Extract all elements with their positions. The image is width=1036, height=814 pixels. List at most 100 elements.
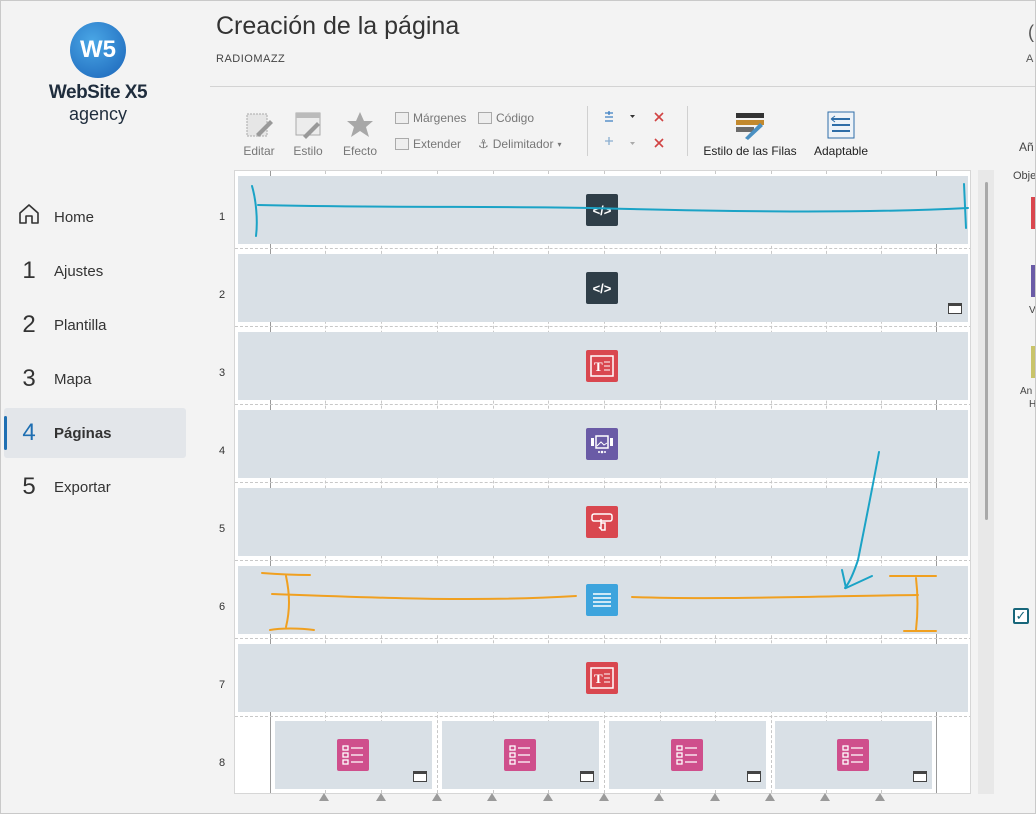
row-separator — [235, 482, 970, 483]
grid-cell-8-2[interactable] — [442, 721, 599, 789]
move-row-button[interactable] — [603, 135, 637, 155]
column-handle[interactable] — [820, 793, 830, 801]
row-tools-group — [603, 109, 673, 155]
delete-cell-button[interactable] — [650, 135, 670, 155]
code-label: Código — [496, 111, 535, 125]
grid-row-2[interactable]: </> — [238, 254, 968, 322]
button-object[interactable] — [586, 506, 618, 538]
grid-row-6[interactable] — [238, 566, 968, 634]
column-handle[interactable] — [710, 793, 720, 801]
anchor-label: Delimitador — [492, 137, 554, 151]
row-style-button[interactable]: Estilo de las Filas — [702, 110, 798, 158]
object-label: V — [1029, 305, 1036, 316]
sidebar: W5 WebSite X5 agency Home 1 Ajustes 2 Pl… — [0, 0, 200, 814]
window-icon[interactable] — [948, 303, 962, 314]
extend-icon — [395, 138, 409, 150]
checkbox[interactable]: ✓ — [1013, 608, 1029, 624]
nav-item-plantilla[interactable]: 2 Plantilla — [4, 300, 186, 350]
column-handle[interactable] — [875, 793, 885, 801]
page-layout-grid[interactable]: </> </> T T — [234, 170, 971, 794]
scrollbar-thumb[interactable] — [985, 182, 988, 520]
responsive-button[interactable]: Adaptable — [810, 110, 872, 158]
row-style-icon — [735, 110, 765, 140]
row-separator — [235, 716, 970, 717]
list-object[interactable] — [837, 739, 869, 771]
edit-button[interactable]: Editar — [240, 110, 278, 158]
list-object[interactable] — [337, 739, 369, 771]
gallery-object[interactable] — [586, 428, 618, 460]
object-label: H — [1029, 399, 1036, 410]
row-style-label: Estilo de las Filas — [703, 144, 797, 158]
object-swatch[interactable] — [1031, 346, 1036, 378]
window-icon[interactable] — [913, 771, 927, 782]
list-object[interactable] — [504, 739, 536, 771]
grid-cell-8-1[interactable] — [275, 721, 432, 789]
column-handle[interactable] — [487, 793, 497, 801]
grid-row-4[interactable] — [238, 410, 968, 478]
menu-object[interactable] — [586, 584, 618, 616]
star-icon — [345, 110, 375, 140]
responsive-icon — [826, 110, 856, 140]
responsive-label: Adaptable — [813, 144, 869, 158]
nav-item-ajustes[interactable]: 1 Ajustes — [4, 246, 186, 296]
row-number: 3 — [218, 367, 226, 379]
project-name: RADIOMAZZ — [216, 53, 286, 65]
code-button[interactable]: Código — [478, 111, 534, 125]
object-swatch[interactable] — [1031, 265, 1036, 297]
margins-button[interactable]: Márgenes — [395, 111, 466, 125]
html-code-object[interactable]: </> — [586, 194, 618, 226]
grid-cell-8-4[interactable] — [775, 721, 932, 789]
effect-button[interactable]: Efecto — [340, 110, 380, 158]
window-icon[interactable] — [413, 771, 427, 782]
right-panel-title: Añ — [1019, 140, 1034, 154]
anchor-button[interactable]: ⚓ Delimitador ▾ — [478, 137, 561, 151]
grid-cell-8-3[interactable] — [609, 721, 766, 789]
column-handle[interactable] — [376, 793, 386, 801]
main-nav: Home 1 Ajustes 2 Plantilla 3 Mapa 4 Pági… — [4, 192, 186, 516]
row-separator — [235, 248, 970, 249]
grid-row-1[interactable]: </> — [238, 176, 968, 244]
code-icon — [478, 112, 492, 124]
grid-row-5[interactable] — [238, 488, 968, 556]
home-icon — [4, 202, 54, 233]
logo-mark: W5 — [70, 22, 126, 78]
nav-label: Plantilla — [54, 316, 107, 334]
window-icon[interactable] — [747, 771, 761, 782]
anchor-icon: ⚓ — [478, 137, 489, 151]
row-number: 5 — [218, 523, 226, 535]
nav-item-home[interactable]: Home — [4, 192, 186, 242]
column-handle[interactable] — [319, 793, 329, 801]
row-number: 2 — [218, 289, 226, 301]
insert-row-button[interactable] — [603, 109, 637, 129]
column-handle[interactable] — [599, 793, 609, 801]
window-icon[interactable] — [580, 771, 594, 782]
object-swatch[interactable] — [1031, 197, 1036, 229]
extend-button[interactable]: Extender — [395, 137, 461, 151]
nav-label: Ajustes — [54, 262, 104, 280]
column-handle[interactable] — [654, 793, 664, 801]
grid-row-3[interactable]: T — [238, 332, 968, 400]
svg-text:T: T — [594, 671, 603, 686]
nav-number: 4 — [22, 419, 36, 446]
nav-number: 2 — [22, 311, 36, 338]
grid-row-7[interactable]: T — [238, 644, 968, 712]
nav-label: Mapa — [54, 370, 92, 388]
row-separator — [235, 638, 970, 639]
svg-text:T: T — [594, 359, 603, 374]
text-object[interactable]: T — [586, 350, 618, 382]
text-object[interactable]: T — [586, 662, 618, 694]
nav-label: Páginas — [54, 424, 112, 442]
header-edge-glyph: ( — [1028, 22, 1034, 42]
nav-item-mapa[interactable]: 3 Mapa — [4, 354, 186, 404]
column-handle[interactable] — [543, 793, 553, 801]
nav-item-exportar[interactable]: 5 Exportar — [4, 462, 186, 512]
object-label: An — [1020, 386, 1033, 397]
delete-row-button[interactable] — [650, 109, 670, 129]
column-handle[interactable] — [765, 793, 775, 801]
edit-icon — [244, 110, 274, 140]
column-handle[interactable] — [432, 793, 442, 801]
html-code-object[interactable]: </> — [586, 272, 618, 304]
nav-item-paginas[interactable]: 4 Páginas — [4, 408, 186, 458]
list-object[interactable] — [671, 739, 703, 771]
style-button[interactable]: Estilo — [290, 110, 326, 158]
